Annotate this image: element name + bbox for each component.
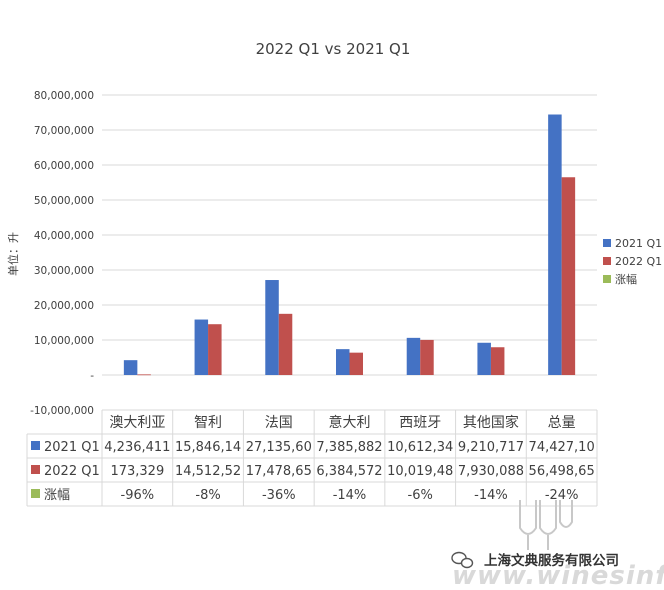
- table-category-label: 意大利: [329, 414, 371, 431]
- wechat-icon: [451, 551, 474, 569]
- y-tick-label: 50,000,000: [34, 195, 94, 207]
- bar-2022-q1: [278, 313, 293, 375]
- y-tick-label: -: [90, 370, 94, 382]
- y-tick-label: 70,000,000: [34, 125, 94, 137]
- table-series-name: 涨幅: [44, 488, 70, 503]
- gridlines: [102, 94, 597, 376]
- legend-label: 2021 Q1: [615, 237, 662, 250]
- bar-2021-q1: [336, 349, 350, 375]
- table-cell: 10,019,48: [387, 464, 453, 479]
- table-cell: 173,329: [110, 464, 164, 479]
- bar-2021-q1: [548, 114, 562, 375]
- watermark-company: 上海文典服务有限公司: [484, 552, 619, 569]
- table-category-label: 西班牙: [399, 415, 441, 431]
- table-cell: 9,210,717: [458, 440, 524, 455]
- bar-2021-q1: [265, 280, 279, 375]
- table-cell: 7,930,088: [458, 464, 524, 479]
- table-cell: 10,612,34: [387, 440, 453, 455]
- table-category-label: 智利: [194, 415, 222, 431]
- chart-title: 2022 Q1 vs 2021 Q1: [256, 40, 411, 58]
- bar-2022-q1: [561, 177, 576, 375]
- table-cell: 14,512,52: [175, 464, 241, 479]
- watermark: 上海文典服务有限公司 www.winesinfo.com: [451, 500, 664, 590]
- table-category-label: 澳大利亚: [109, 415, 165, 431]
- legend-swatch: [603, 275, 611, 283]
- bar-2021-q1: [194, 319, 209, 375]
- bar-2021-q1: [123, 360, 138, 375]
- table-cell: 27,135,60: [246, 440, 312, 455]
- table-series-name: 2022 Q1: [44, 464, 100, 479]
- table-cell: 6,384,572: [316, 464, 382, 479]
- legend-label: 涨幅: [615, 273, 637, 286]
- table-cell: -24%: [545, 488, 579, 503]
- y-axis-label: 单位：升: [6, 232, 20, 276]
- bar-2021-q1: [477, 342, 491, 375]
- y-tick-label: 40,000,000: [34, 230, 94, 242]
- table-cell: -96%: [121, 488, 155, 503]
- table-cell: -14%: [474, 488, 508, 503]
- y-tick-label: 30,000,000: [34, 265, 94, 277]
- y-tick-label: 20,000,000: [34, 300, 94, 312]
- table-cell: 56,498,65: [529, 464, 595, 479]
- table-cell: 74,427,10: [529, 440, 595, 455]
- bar-2021-q1: [406, 337, 421, 375]
- y-tick-label: 10,000,000: [34, 335, 94, 347]
- legend-swatch: [603, 257, 611, 265]
- table-series-name: 2021 Q1: [44, 440, 100, 455]
- table-category-label: 法国: [265, 415, 293, 431]
- table-cell: 17,478,65: [246, 464, 312, 479]
- table-legend-swatch: [31, 465, 40, 474]
- table-category-label: 总量: [548, 415, 576, 431]
- table-cell: -14%: [333, 488, 367, 503]
- wine-glass-logo: [519, 500, 573, 550]
- bar-2022-q1: [420, 339, 434, 375]
- bar-2022-q1: [349, 352, 363, 375]
- legend: 2021 Q1 2022 Q1 涨幅: [603, 237, 662, 286]
- table-legend-swatch: [31, 441, 40, 450]
- table-cell: 15,846,14: [175, 440, 241, 455]
- bar-2022-q1: [137, 374, 151, 376]
- table-cell: -6%: [408, 488, 433, 503]
- table-cell: -36%: [262, 488, 296, 503]
- table-legend-swatch: [31, 489, 40, 498]
- legend-label: 2022 Q1: [615, 255, 662, 268]
- bars: [123, 114, 576, 376]
- table-cell: 7,385,882: [316, 440, 382, 455]
- table-category-label: 其他国家: [463, 414, 519, 431]
- y-tick-label: 60,000,000: [34, 160, 94, 172]
- data-table: 澳大利亚 智利 法国 意大利 西班牙 其他国家 总量 2021 Q1 4,236,411 15,8…: [26, 409, 598, 507]
- y-axis-ticks: -10,000,000-10,000,00020,000,00030,000,0…: [30, 90, 94, 417]
- table-cell: 4,236,411: [104, 440, 170, 455]
- bar-2022-q1: [490, 347, 505, 375]
- y-tick-label: 80,000,000: [34, 90, 94, 102]
- watermark-url: www.winesinfo.com: [452, 561, 664, 590]
- legend-swatch: [603, 239, 611, 247]
- y-tick-label: -10,000,000: [30, 405, 94, 417]
- bar-2022-q1: [208, 324, 222, 375]
- table-cell: -8%: [195, 488, 220, 503]
